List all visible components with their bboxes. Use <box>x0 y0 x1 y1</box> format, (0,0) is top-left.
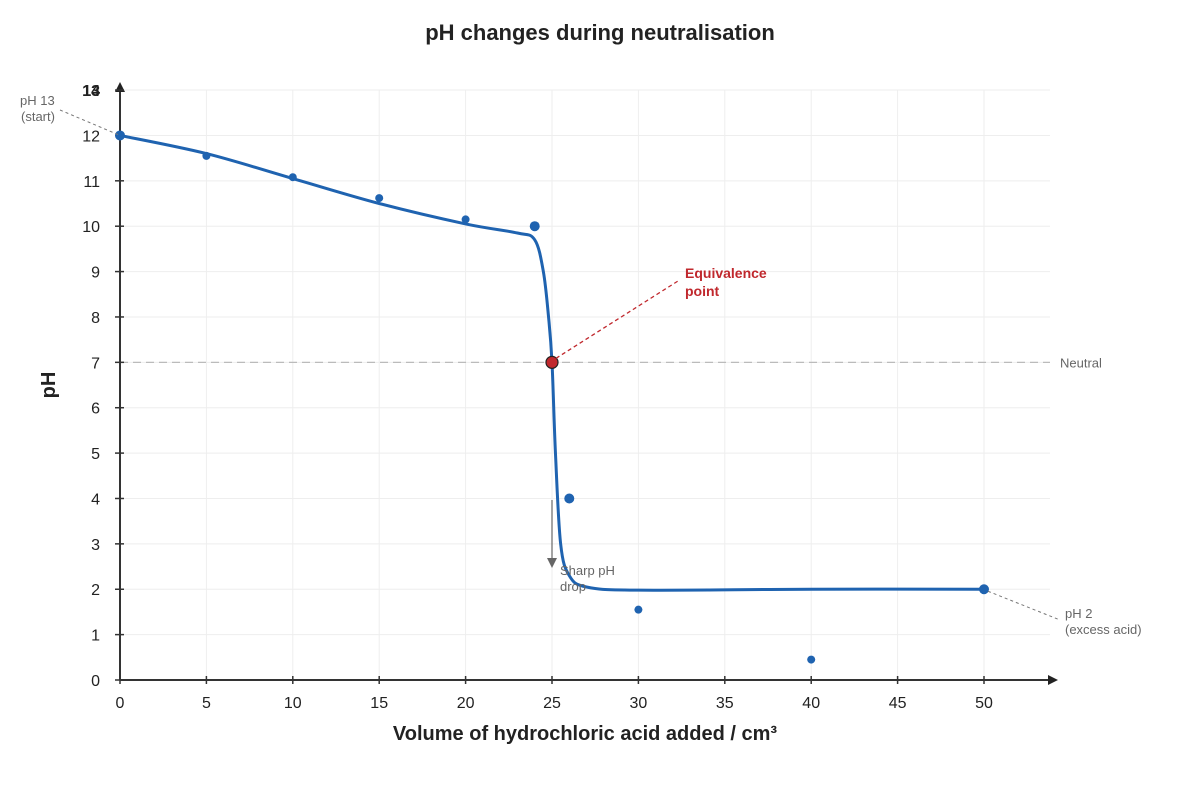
y-tick-label: 14 <box>82 83 100 100</box>
data-point <box>564 493 575 504</box>
end-annotation-line1: pH 2 <box>1065 606 1092 621</box>
data-point <box>202 151 211 160</box>
y-tick-label: 6 <box>91 401 100 418</box>
start-annotation-leader <box>59 109 121 136</box>
x-tick-label: 45 <box>889 695 907 712</box>
x-axis-arrow <box>1048 675 1058 685</box>
equivalence-point <box>545 355 559 369</box>
end-annotation-leader <box>987 590 1061 621</box>
y-tick-label: 8 <box>91 310 100 327</box>
data-point <box>634 605 643 614</box>
neutral-label: Neutral <box>1060 355 1102 370</box>
data-point <box>115 130 125 141</box>
x-tick-label: 35 <box>716 695 734 712</box>
data-point <box>375 194 384 203</box>
y-tick-label: 10 <box>82 219 100 236</box>
y-tick-label: 2 <box>91 582 100 599</box>
data-points <box>115 130 989 664</box>
sharp-drop-label-line2: drop <box>560 579 586 594</box>
y-tick-label: 5 <box>91 446 100 463</box>
y-tick-label: 1 <box>91 628 100 645</box>
equivalence-label-line1: Equivalence <box>685 265 767 281</box>
x-axis-label: Volume of hydrochloric acid added / cm³ <box>393 723 777 745</box>
axes <box>115 82 1058 685</box>
sharp-drop-label-line1: Sharp pH <box>560 563 615 578</box>
x-tick-label: 5 <box>202 695 211 712</box>
end-annotation-line2: (excess acid) <box>1065 622 1142 637</box>
start-annotation-line1: pH 13 <box>20 93 55 108</box>
data-point <box>807 655 816 664</box>
data-point <box>288 173 297 182</box>
data-point <box>461 215 470 224</box>
x-tick-label: 30 <box>630 695 648 712</box>
start-annotation-line2: (start) <box>21 109 55 124</box>
y-tick-label: 9 <box>91 265 100 282</box>
x-tick-label: 25 <box>543 695 561 712</box>
x-tick-label: 0 <box>116 695 125 712</box>
y-tick-label: 3 <box>91 537 100 554</box>
equivalence-leader <box>555 280 679 359</box>
data-point <box>979 584 989 595</box>
chart-title: pH changes during neutralisation <box>425 20 775 45</box>
sharp-drop-arrow-head <box>547 558 557 568</box>
y-tick-label: 4 <box>91 491 100 508</box>
x-tick-label: 50 <box>975 695 993 712</box>
y-tick-label: 13 <box>82 83 100 100</box>
y-tick-label: 11 <box>83 174 100 191</box>
data-point <box>529 221 540 232</box>
x-tick-label: 20 <box>457 695 475 712</box>
x-tick-label: 10 <box>284 695 302 712</box>
equivalence-label-line2: point <box>685 283 720 299</box>
y-tick-label: 12 <box>82 128 100 145</box>
y-axis-label: pH <box>38 372 60 399</box>
y-tick-label: 7 <box>91 355 100 372</box>
y-tick-label: 0 <box>91 673 100 690</box>
titration-curve <box>119 133 985 592</box>
x-tick-label: 40 <box>802 695 820 712</box>
x-tick-label: 15 <box>370 695 388 712</box>
annotations: pH 13(start) Equivalence point Sharp pHdrop… <box>20 93 1142 637</box>
